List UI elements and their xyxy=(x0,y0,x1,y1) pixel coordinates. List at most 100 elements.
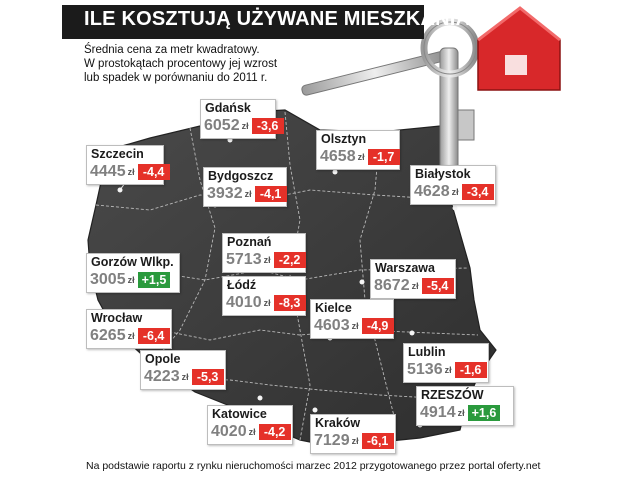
price-value: 3005 xyxy=(90,271,126,288)
city-name: Poznań xyxy=(227,235,272,249)
price-row: 3932 zł -4,1 xyxy=(207,185,287,205)
price-row: 4628 zł -3,4 xyxy=(414,183,494,203)
city-card-olsztyn: Olsztyn 4658 zł -1,7 xyxy=(316,130,400,170)
price-row: 4445 zł -4,4 xyxy=(90,163,170,183)
currency-label: zł xyxy=(444,365,452,375)
price-row: 4223 zł -5,3 xyxy=(144,368,224,388)
change-badge: -6,4 xyxy=(137,328,170,344)
change-badge: -3,4 xyxy=(461,184,494,200)
change-badge: -4,1 xyxy=(254,186,287,202)
price-row: 4914 zł +1,6 xyxy=(420,404,501,424)
city-card-lodz: Łódź 4010 zł -8,3 xyxy=(222,276,306,316)
city-name: Bydgoszcz xyxy=(208,169,274,183)
currency-label: zł xyxy=(127,331,135,341)
city-card-katowice: Katowice 4020 zł -4,2 xyxy=(207,405,293,445)
price-row: 5713 zł -2,2 xyxy=(226,251,306,271)
subtitle-line: Średnia cena za metr kwadratowy. xyxy=(84,44,260,56)
city-card-bydgoszcz: Bydgoszcz 3932 zł -4,1 xyxy=(203,167,287,207)
change-badge: -4,9 xyxy=(361,318,394,334)
price-value: 4020 xyxy=(211,423,247,440)
city-card-wroclaw: Wrocław 6265 zł -6,4 xyxy=(86,309,172,349)
city-name: Warszawa xyxy=(375,261,435,275)
currency-label: zł xyxy=(357,152,365,162)
price-row: 6265 zł -6,4 xyxy=(90,327,170,347)
city-card-kielce: Kielce 4603 zł -4,9 xyxy=(310,299,394,339)
subtitle-line: W prostokątach procentowy jej wzrost xyxy=(84,58,278,70)
change-badge: -1,6 xyxy=(454,362,487,378)
currency-label: zł xyxy=(244,189,252,199)
price-value: 5136 xyxy=(407,361,443,378)
currency-label: zł xyxy=(248,427,256,437)
price-row: 7129 zł -6,1 xyxy=(314,432,394,452)
currency-label: zł xyxy=(263,298,271,308)
price-value: 4603 xyxy=(314,317,350,334)
change-badge: -8,3 xyxy=(273,295,306,311)
change-badge: -3,6 xyxy=(251,118,284,134)
subtitle: Średnia cena za metr kwadratowy. W prost… xyxy=(84,43,277,85)
currency-label: zł xyxy=(411,281,419,291)
change-badge: +1,5 xyxy=(137,272,171,288)
price-value: 4010 xyxy=(226,294,262,311)
price-value: 4445 xyxy=(90,163,126,180)
price-row: 5136 zł -1,6 xyxy=(407,361,487,381)
city-card-opole: Opole 4223 zł -5,3 xyxy=(140,350,226,390)
city-name: Kielce xyxy=(315,301,352,315)
page-title: ILE KOSZTUJĄ UŻYWANE MIESZKANIA xyxy=(84,8,471,30)
city-name: Białystok xyxy=(415,167,471,181)
city-name: Gdańsk xyxy=(205,101,251,115)
price-value: 6265 xyxy=(90,327,126,344)
city-name: Katowice xyxy=(212,407,267,421)
price-row: 4603 zł -4,9 xyxy=(314,317,394,337)
price-value: 5713 xyxy=(226,251,262,268)
city-name: Opole xyxy=(145,352,181,366)
city-card-krakow: Kraków 7129 zł -6,1 xyxy=(310,414,396,454)
price-row: 4020 zł -4,2 xyxy=(211,423,291,443)
city-card-szczecin: Szczecin 4445 zł -4,4 xyxy=(86,145,170,185)
change-badge: -5,3 xyxy=(191,369,224,385)
city-name: Olsztyn xyxy=(321,132,367,146)
price-value: 4628 xyxy=(414,183,450,200)
city-card-bialystok: Białystok 4628 zł -3,4 xyxy=(410,165,496,205)
price-value: 8672 xyxy=(374,277,410,294)
change-badge: +1,6 xyxy=(467,405,501,421)
change-badge: -6,1 xyxy=(361,433,394,449)
city-card-lublin: Lublin 5136 zł -1,6 xyxy=(403,343,489,383)
city-card-warszawa: Warszawa 8672 zł -5,4 xyxy=(370,259,456,299)
city-name: Łódź xyxy=(227,278,257,292)
change-badge: -4,2 xyxy=(258,424,291,440)
price-value: 6052 xyxy=(204,117,240,134)
subtitle-line: lub spadek w porównaniu do 2011 r. xyxy=(84,72,268,84)
currency-label: zł xyxy=(451,187,459,197)
source-footnote: Na podstawie raportu z rynku nieruchomoś… xyxy=(86,460,541,472)
price-row: 4010 zł -8,3 xyxy=(226,294,306,314)
price-row: 4658 zł -1,7 xyxy=(320,148,400,168)
currency-label: zł xyxy=(181,372,189,382)
currency-label: zł xyxy=(351,436,359,446)
title-bar xyxy=(62,5,424,39)
change-badge: -5,4 xyxy=(421,278,454,294)
city-card-rzeszow: RZESZÓW 4914 zł +1,6 xyxy=(416,386,514,426)
price-row: 8672 zł -5,4 xyxy=(374,277,454,297)
city-name: Szczecin xyxy=(91,147,144,161)
change-badge: -2,2 xyxy=(273,252,306,268)
price-value: 7129 xyxy=(314,432,350,449)
city-name: Lublin xyxy=(408,345,446,359)
currency-label: zł xyxy=(241,121,249,131)
price-value: 3932 xyxy=(207,185,243,202)
currency-label: zł xyxy=(457,408,465,418)
price-value: 4658 xyxy=(320,148,356,165)
city-name: Wrocław xyxy=(91,311,143,325)
currency-label: zł xyxy=(263,255,271,265)
city-name: Gorzów Wlkp. xyxy=(91,255,174,269)
currency-label: zł xyxy=(351,321,359,331)
price-value: 4223 xyxy=(144,368,180,385)
price-row: 6052 zł -3,6 xyxy=(204,117,284,137)
change-badge: -1,7 xyxy=(367,149,400,165)
currency-label: zł xyxy=(127,167,135,177)
price-row: 3005 zł +1,5 xyxy=(90,271,171,291)
price-value: 4914 xyxy=(420,404,456,421)
city-name: Kraków xyxy=(315,416,361,430)
city-card-gorzow: Gorzów Wlkp. 3005 zł +1,5 xyxy=(86,253,180,293)
city-card-poznan: Poznań 5713 zł -2,2 xyxy=(222,233,306,273)
